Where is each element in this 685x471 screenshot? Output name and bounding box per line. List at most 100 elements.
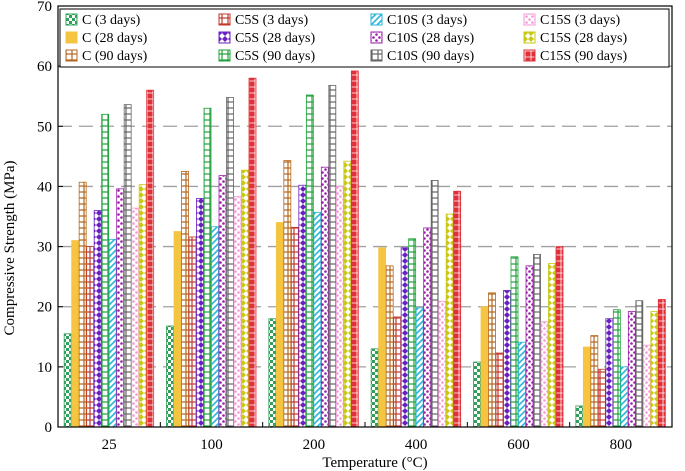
bar-c15s-3-days-600: [540, 321, 549, 428]
bar-c-3-days-200: [268, 318, 277, 428]
y-tick-label: 50: [37, 119, 52, 135]
legend-swatch: [523, 49, 536, 62]
bar-c5s-28-days-800: [605, 318, 614, 428]
bar-c5s-28-days-400: [400, 247, 409, 428]
bar-c-28-days-25: [71, 240, 80, 428]
legend-label: C15S (90 days): [540, 49, 627, 64]
y-tick-label: 40: [37, 179, 52, 195]
bar-c10s-3-days-25: [108, 238, 117, 428]
y-tick-label: 0: [45, 420, 53, 436]
bar-c-28-days-100: [173, 231, 182, 428]
bar-c10s-28-days-200: [320, 166, 329, 428]
bar-c10s-90-days-25: [123, 104, 132, 428]
legend-swatch: [218, 49, 231, 62]
bar-c10s-90-days-800: [635, 300, 644, 428]
bar-c5s-3-days-400: [393, 316, 402, 428]
bar-c15s-28-days-200: [343, 160, 352, 428]
bar-c5s-3-days-800: [597, 368, 606, 428]
x-tick-label: 25: [102, 437, 117, 453]
bar-c-28-days-800: [582, 346, 591, 428]
bar-c5s-3-days-100: [188, 236, 197, 428]
bar-c5s-90-days-100: [203, 107, 212, 428]
legend-label: C5S (3 days): [235, 13, 308, 28]
legend-label: C10S (3 days): [387, 13, 467, 28]
y-tick-label: 10: [37, 360, 52, 376]
bar-c-28-days-400: [378, 247, 387, 428]
bar-c-28-days-600: [480, 306, 489, 428]
bar-c15s-90-days-100: [248, 77, 257, 428]
y-tick-label: 20: [37, 300, 52, 316]
bar-c-90-days-25: [78, 181, 87, 428]
x-axis-title: Temperature (°C): [322, 455, 427, 471]
bar-c15s-90-days-400: [453, 190, 462, 428]
bar-c-3-days-25: [63, 333, 72, 428]
bar-c5s-28-days-25: [93, 210, 102, 428]
legend-swatch: [370, 13, 383, 26]
bar-c10s-28-days-800: [627, 311, 636, 428]
bar-c15s-3-days-100: [233, 196, 242, 428]
bar-c15s-90-days-800: [657, 299, 666, 428]
bar-c10s-28-days-400: [423, 227, 432, 428]
bar-c15s-28-days-800: [650, 311, 659, 428]
bar-c-3-days-800: [575, 405, 584, 428]
bar-c5s-28-days-200: [298, 184, 307, 428]
legend-label: C15S (28 days): [540, 31, 627, 46]
bar-c15s-28-days-400: [445, 213, 454, 428]
bar-c5s-90-days-400: [408, 238, 417, 428]
bar-c10s-90-days-200: [328, 84, 337, 428]
legend-swatch: [65, 31, 78, 44]
bar-c10s-3-days-400: [415, 307, 424, 428]
bar-c10s-28-days-100: [218, 175, 227, 428]
y-tick-label: 30: [37, 240, 52, 256]
bar-c10s-90-days-600: [533, 253, 541, 428]
legend-label: C5S (28 days): [235, 31, 315, 46]
legend-label: C10S (28 days): [387, 31, 474, 46]
y-tick-label: 70: [37, 0, 52, 15]
x-tick-label: 600: [507, 437, 530, 453]
bar-c-90-days-100: [181, 170, 189, 428]
x-tick-label: 200: [303, 437, 326, 453]
bar-c5s-28-days-100: [196, 198, 204, 428]
legend-label: C (3 days): [82, 13, 141, 28]
bar-c5s-90-days-25: [101, 113, 110, 428]
x-tick-label: 100: [200, 437, 223, 453]
legend-swatch: [523, 31, 536, 44]
bar-c10s-90-days-100: [226, 97, 234, 428]
y-tick-labels: 0 10 20 30 40 50 60 70: [37, 0, 52, 436]
bar-c10s-3-days-100: [211, 226, 219, 428]
bar-c15s-28-days-600: [548, 263, 556, 428]
legend-frame: [59, 8, 670, 68]
bar-c5s-90-days-800: [612, 309, 621, 428]
legend-swatch: [370, 31, 383, 44]
bar-c15s-3-days-400: [438, 300, 447, 428]
legend-label: C15S (3 days): [540, 13, 620, 28]
bar-c15s-90-days-200: [350, 70, 359, 428]
bar-c15s-90-days-25: [146, 89, 155, 428]
bar-c10s-90-days-400: [430, 180, 439, 428]
bar-c5s-3-days-25: [86, 246, 95, 428]
bar-c10s-3-days-800: [620, 366, 629, 428]
legend-label: C10S (90 days): [387, 49, 474, 64]
bar-c-3-days-100: [166, 325, 174, 428]
bars: [63, 70, 666, 428]
legend-swatch: [218, 31, 231, 44]
bar-c15s-3-days-200: [335, 186, 344, 428]
bar-c15s-90-days-600: [555, 246, 564, 428]
legend-swatch: [370, 49, 383, 62]
legend-swatch: [65, 49, 78, 62]
x-tick-label: 800: [610, 437, 633, 453]
axes: [57, 5, 673, 428]
bar-c-3-days-600: [473, 361, 481, 428]
bar-c5s-90-days-200: [305, 94, 314, 428]
bar-c15s-3-days-800: [642, 344, 651, 428]
bar-c10s-3-days-200: [313, 211, 322, 428]
bar-c-90-days-200: [283, 160, 292, 428]
legend-label: C5S (90 days): [235, 49, 315, 64]
bar-c5s-28-days-600: [503, 290, 511, 428]
legend-label: C (28 days): [82, 31, 148, 46]
legend: C (3 days) C (28 days) C (90 days) C5S (3 d…: [59, 8, 670, 68]
legend-label: C (90 days): [82, 49, 148, 64]
bar-c15s-28-days-25: [138, 184, 147, 428]
y-axis-title: Compressive Strength (MPa): [2, 161, 18, 336]
